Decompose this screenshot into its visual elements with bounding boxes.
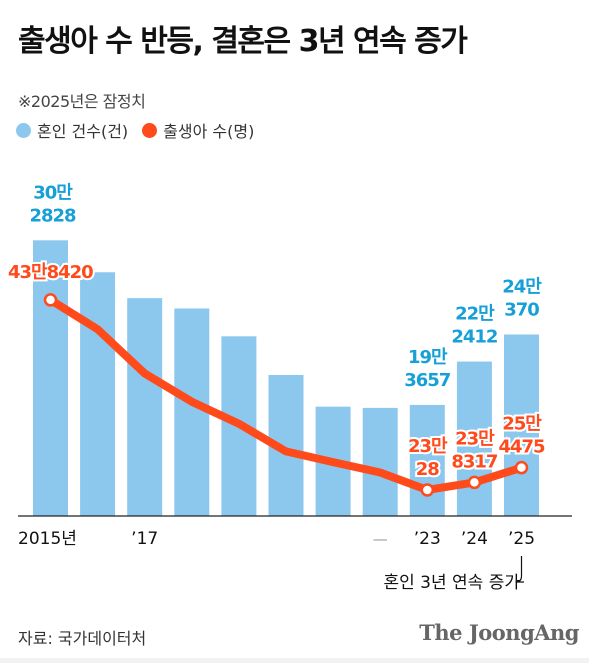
- annotation-connector: [515, 556, 524, 583]
- legend-swatch-marriages: [16, 122, 31, 138]
- publisher-logo: The JoongAng: [419, 620, 579, 645]
- legend-item-births: 출생아 수(명): [142, 118, 254, 142]
- bar-marriages-8: [409, 404, 445, 516]
- bar-label-8-1: 3657: [404, 370, 451, 391]
- line-label-9-1: 8317: [451, 451, 498, 472]
- x-tick-label-9: ’24: [461, 529, 488, 549]
- bar-label-0-1: 2828: [29, 205, 76, 226]
- legend: 혼인 건수(건) 출생아 수(명): [16, 118, 268, 142]
- x-tick-label-0: 2015년: [18, 529, 77, 549]
- point-births-9: [467, 475, 482, 490]
- x-tick-label-10: ’25: [508, 529, 535, 549]
- point-births-0: [43, 293, 58, 307]
- bar-marriages-3: [174, 308, 210, 516]
- bar-marriages-0: [33, 240, 68, 516]
- x-tick-label-8: ’23: [414, 529, 441, 549]
- bar-marriages-9: [456, 361, 492, 516]
- point-births-8: [420, 483, 435, 497]
- provisional-note: ※2025년은 잠정치: [18, 92, 146, 111]
- line-label-8-1: 28: [416, 459, 440, 480]
- line-births: [46, 295, 526, 494]
- bar-label-0-0: 30만: [33, 182, 73, 203]
- annotation-text: 혼인 3년 연속 증가: [383, 573, 520, 593]
- bar-marriages-10: [504, 334, 539, 516]
- bar-label-10-1: 370: [504, 299, 539, 320]
- bottom-divider: [0, 658, 589, 663]
- line-label-0-0: 43만8420: [8, 262, 93, 283]
- line-label-10-0: 25만: [502, 414, 542, 435]
- x-tick-label-2: ’17: [131, 529, 158, 549]
- x-tick-label-dash: —: [373, 530, 388, 548]
- bar-label-10-0: 24만: [502, 276, 542, 297]
- legend-label-births: 출생아 수(명): [163, 122, 255, 141]
- source-note: 자료: 국가데이터처: [18, 629, 147, 648]
- line-label-8-0: 23만: [408, 436, 448, 457]
- bar-marriages-2: [127, 298, 163, 516]
- bar-marriages-1: [80, 272, 116, 516]
- bar-label-9-0: 22만: [455, 304, 495, 325]
- bar-label-9-1: 2412: [451, 327, 497, 348]
- legend-label-marriages: 혼인 건수(건): [37, 122, 129, 141]
- point-births-10: [514, 460, 529, 475]
- bar-marriages-7: [362, 407, 398, 516]
- chart-title: 출생아 수 반등, 결혼은 3년 연속 증가: [18, 24, 468, 59]
- bar-label-8-0: 19만: [408, 347, 448, 368]
- legend-item-marriages: 혼인 건수(건): [16, 118, 128, 142]
- line-label-9-0: 23만: [455, 428, 495, 449]
- legend-swatch-births: [142, 122, 158, 138]
- line-label-10-1: 4475: [498, 437, 545, 458]
